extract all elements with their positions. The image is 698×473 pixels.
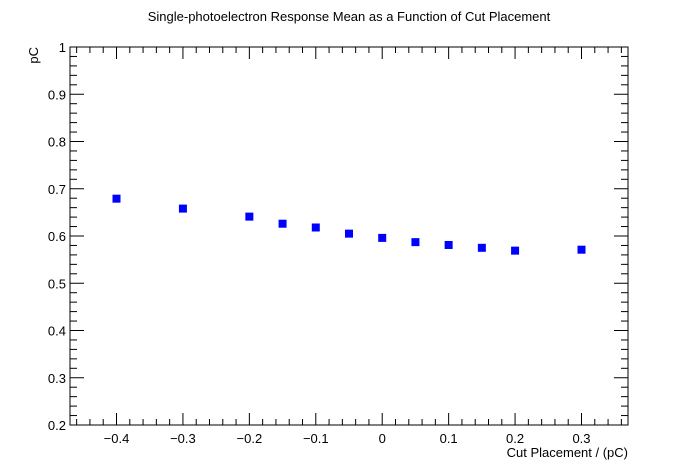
y-tick-label: 0.5 — [48, 276, 66, 291]
y-tick-label: 0.8 — [48, 135, 66, 150]
x-axis-ticks — [76, 47, 622, 425]
data-point — [577, 245, 586, 254]
x-tick-label: 0.1 — [440, 431, 458, 446]
y-tick-label: 0.4 — [48, 324, 66, 339]
data-point — [345, 229, 353, 238]
x-axis-title: Cut Placement / (pC) — [507, 445, 628, 460]
data-points — [112, 194, 586, 255]
y-tick-label: 0.6 — [48, 229, 66, 244]
x-tick-label: −0.4 — [104, 431, 130, 446]
x-tick-label: −0.1 — [303, 431, 329, 446]
y-tick-label: 0.7 — [48, 182, 66, 197]
data-point — [112, 194, 121, 203]
y-axis-ticks — [70, 46, 628, 426]
data-point — [278, 219, 287, 228]
data-point — [378, 233, 387, 242]
data-point — [178, 204, 187, 213]
data-point — [444, 240, 453, 249]
x-tick-label: 0.3 — [572, 431, 590, 446]
chart-title: Single-photoelectron Response Mean as a … — [148, 9, 551, 24]
y-tick-label: 0.3 — [48, 371, 66, 386]
x-tick-label: 0.2 — [506, 431, 524, 446]
y-tick-label: 1 — [59, 40, 66, 55]
x-tick-label: −0.3 — [170, 431, 196, 446]
data-point — [511, 246, 520, 255]
data-point — [245, 212, 254, 221]
y-axis-tick-labels: 0.2 0.3 0.4 0.5 0.6 0.7 0.8 0.9 1 — [48, 40, 66, 433]
data-point — [411, 238, 420, 247]
x-tick-label: 0 — [379, 431, 386, 446]
x-axis-tick-labels: −0.4 −0.3 −0.2 −0.1 0 0.1 0.2 0.3 — [104, 431, 591, 446]
y-tick-label: 0.2 — [48, 418, 66, 433]
y-axis-title: pC — [26, 47, 41, 64]
x-tick-label: −0.2 — [237, 431, 263, 446]
data-point — [477, 243, 486, 252]
data-point — [311, 223, 320, 232]
y-tick-label: 0.9 — [48, 87, 66, 102]
